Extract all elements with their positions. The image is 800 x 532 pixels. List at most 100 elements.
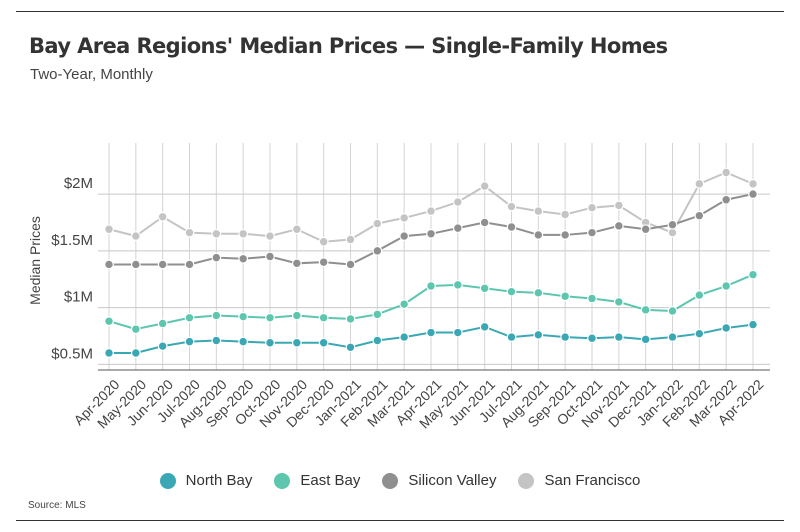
data-point-silicon-valley	[613, 220, 624, 231]
data-point-east-bay	[345, 314, 356, 324]
data-point-san-francisco	[265, 231, 275, 241]
legend-item-san-francisco: San Francisco	[518, 472, 640, 489]
data-point-silicon-valley	[721, 194, 732, 205]
data-point-east-bay	[640, 304, 651, 315]
data-point-silicon-valley	[318, 257, 329, 268]
data-point-east-bay	[184, 312, 195, 323]
bottom-rule	[16, 520, 784, 521]
legend-label: East Bay	[300, 472, 361, 489]
top-rule	[16, 11, 784, 12]
data-point-san-francisco	[291, 224, 302, 235]
data-point-san-francisco	[211, 228, 222, 239]
data-point-san-francisco	[667, 227, 678, 238]
data-point-north-bay	[479, 321, 490, 332]
data-point-north-bay	[452, 327, 463, 338]
data-point-san-francisco	[694, 178, 705, 189]
data-point-san-francisco	[426, 206, 436, 217]
data-point-east-bay	[748, 269, 758, 280]
data-point-north-bay	[345, 342, 356, 353]
data-point-north-bay	[640, 334, 651, 345]
data-point-silicon-valley	[372, 245, 383, 256]
data-point-north-bay	[291, 337, 302, 348]
data-point-silicon-valley	[452, 223, 463, 234]
data-point-silicon-valley	[426, 228, 436, 239]
data-point-east-bay	[721, 281, 732, 291]
data-point-silicon-valley	[345, 259, 356, 270]
data-point-san-francisco	[318, 236, 329, 247]
data-point-east-bay	[238, 311, 249, 322]
data-point-east-bay	[426, 281, 436, 291]
data-point-north-bay	[560, 332, 571, 342]
chart-legend: North Bay East Bay Silicon Valley San Franc…	[0, 472, 800, 489]
data-point-north-bay	[265, 337, 275, 348]
data-point-silicon-valley	[748, 189, 758, 199]
data-point-east-bay	[479, 283, 490, 294]
data-point-east-bay	[130, 324, 141, 335]
data-point-north-bay	[748, 319, 758, 330]
data-point-silicon-valley	[184, 259, 195, 270]
data-point-east-bay	[533, 287, 544, 298]
data-point-silicon-valley	[399, 231, 410, 241]
data-point-silicon-valley	[533, 230, 544, 240]
data-point-san-francisco	[345, 234, 356, 245]
data-point-north-bay	[721, 323, 732, 333]
data-point-silicon-valley	[104, 259, 114, 270]
data-point-silicon-valley	[560, 230, 571, 240]
data-point-east-bay	[399, 299, 410, 310]
data-point-silicon-valley	[130, 259, 141, 270]
data-point-silicon-valley	[587, 227, 597, 238]
data-point-east-bay	[104, 316, 114, 327]
legend-item-north-bay: North Bay	[159, 472, 253, 489]
data-point-north-bay	[372, 335, 383, 346]
data-point-east-bay	[587, 293, 597, 304]
legend-item-silicon-valley: Silicon Valley	[382, 472, 496, 489]
data-point-silicon-valley	[157, 259, 168, 270]
data-point-east-bay	[265, 312, 275, 323]
data-point-east-bay	[613, 297, 624, 307]
data-point-east-bay	[157, 318, 168, 329]
data-point-san-francisco	[399, 213, 410, 223]
legend-swatch	[159, 472, 176, 489]
legend-swatch	[274, 472, 291, 489]
y-tick-label: $0.5M	[51, 345, 93, 362]
y-tick-label: $1M	[64, 289, 93, 306]
legend-label: North Bay	[185, 472, 253, 489]
y-axis-title: Median Prices	[27, 216, 43, 305]
data-point-north-bay	[533, 329, 544, 340]
data-point-silicon-valley	[640, 224, 651, 235]
data-point-san-francisco	[372, 218, 383, 229]
source-note: Source: MLS	[28, 500, 86, 511]
data-point-san-francisco	[748, 178, 758, 189]
y-tick-label: $1.5M	[51, 232, 93, 249]
data-point-san-francisco	[130, 231, 141, 241]
data-point-north-bay	[426, 327, 436, 338]
legend-swatch	[382, 472, 399, 489]
legend-item-east-bay: East Bay	[274, 472, 360, 489]
legend-label: Silicon Valley	[408, 472, 497, 489]
data-point-north-bay	[506, 332, 517, 342]
data-point-north-bay	[613, 332, 624, 342]
data-point-silicon-valley	[479, 217, 490, 228]
data-point-east-bay	[506, 286, 517, 297]
data-point-north-bay	[104, 348, 114, 358]
legend-label: San Francisco	[544, 472, 641, 489]
data-point-san-francisco	[721, 167, 732, 178]
data-point-san-francisco	[184, 227, 195, 238]
data-point-silicon-valley	[265, 251, 275, 262]
data-point-san-francisco	[238, 228, 249, 239]
data-point-north-bay	[318, 337, 329, 348]
data-point-silicon-valley	[291, 258, 302, 269]
data-point-silicon-valley	[694, 210, 705, 221]
y-tick-label: $2M	[64, 175, 93, 192]
data-point-east-bay	[211, 310, 222, 321]
data-point-north-bay	[667, 332, 678, 342]
chart-subtitle: Two-Year, Monthly	[30, 66, 153, 83]
data-point-east-bay	[694, 290, 705, 300]
data-point-north-bay	[399, 332, 410, 342]
data-point-san-francisco	[104, 224, 114, 235]
data-point-san-francisco	[452, 197, 463, 207]
data-point-san-francisco	[533, 206, 544, 217]
chart-title: Bay Area Regions' Median Prices — Single…	[29, 34, 668, 58]
data-point-east-bay	[318, 312, 329, 323]
